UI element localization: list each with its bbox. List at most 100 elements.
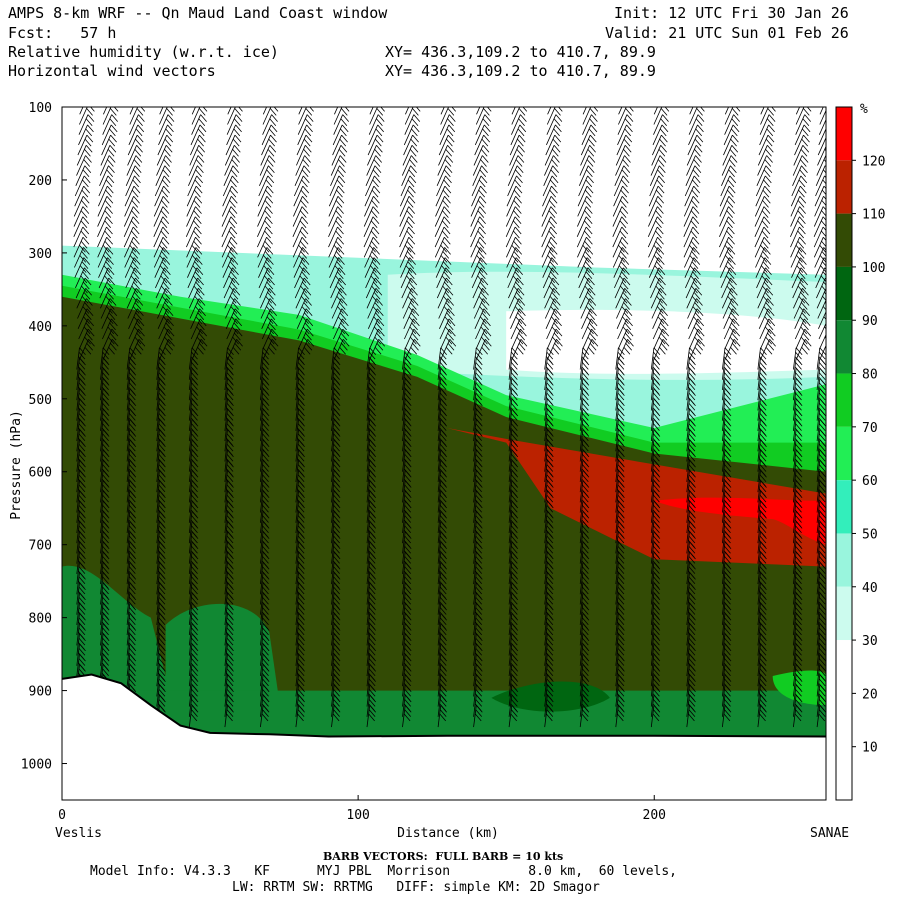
wind-barb-staff xyxy=(686,408,690,431)
wind-barb-flag xyxy=(158,525,166,534)
wind-barb-flag xyxy=(517,288,525,296)
wind-barb-flag xyxy=(300,200,307,208)
wind-barb-flag xyxy=(439,713,447,722)
wind-barb-staff xyxy=(156,623,160,646)
wind-barb-staff xyxy=(76,500,80,523)
wind-barb-flag xyxy=(333,617,340,625)
wind-barb-flag xyxy=(731,145,739,153)
wind-barb-flag xyxy=(795,490,803,498)
wind-barb-flag xyxy=(582,704,590,713)
wind-barb-flag xyxy=(759,678,767,687)
wind-barb-flag xyxy=(517,155,525,163)
wind-barb-flag xyxy=(689,592,696,601)
wind-barb-flag xyxy=(689,490,696,498)
wind-barb-flag xyxy=(167,318,174,327)
wind-barb-staff xyxy=(579,633,584,656)
wind-barb-staff xyxy=(221,196,232,217)
wind-barb-flag xyxy=(797,220,804,229)
wind-barb-flag xyxy=(511,255,519,263)
wind-barb-staff xyxy=(686,603,690,625)
xy-range-1: XY= 436.3,109.2 to 410.7, 89.9 xyxy=(385,43,656,61)
wind-barb-flag xyxy=(587,267,595,276)
wind-barb-flag xyxy=(333,454,340,462)
wind-barb-flag xyxy=(696,332,703,341)
wind-barb-staff xyxy=(76,511,80,534)
wind-barb-flag xyxy=(195,306,202,314)
wind-barb-flag xyxy=(443,226,451,235)
wind-barb-staff xyxy=(366,419,371,442)
wind-barb-staff xyxy=(126,419,131,442)
wind-barb-flag xyxy=(475,413,483,421)
wind-barb-staff xyxy=(437,480,442,503)
wind-barb-staff xyxy=(795,339,806,360)
wind-barb-flag xyxy=(475,515,483,523)
wind-barb-flag xyxy=(510,474,518,482)
wind-barb-flag xyxy=(159,623,166,631)
wind-barb-flag xyxy=(159,521,166,529)
wind-barb-flag xyxy=(767,134,775,143)
wind-barb-flag xyxy=(411,288,418,296)
wind-barb-flag xyxy=(340,145,348,153)
wind-barb-staff xyxy=(332,134,342,156)
wind-barb-flag xyxy=(688,443,696,452)
wind-barb-staff xyxy=(475,318,485,340)
wind-barb-flag xyxy=(439,372,447,380)
wind-barb-flag xyxy=(661,98,667,105)
wind-barb-staff xyxy=(156,388,160,411)
wind-barb-flag xyxy=(78,494,86,503)
wind-barb-flag xyxy=(760,643,767,652)
wind-barb-flag xyxy=(133,185,141,194)
wind-barb-staff xyxy=(650,368,655,391)
wind-barb-flag xyxy=(230,206,238,214)
wind-barb-flag xyxy=(724,607,731,615)
wind-barb-flag xyxy=(404,480,412,488)
wind-barb-flag xyxy=(159,419,166,427)
wind-barb-flag xyxy=(582,653,590,662)
wind-barb-staff xyxy=(652,124,663,146)
wind-barb-flag xyxy=(158,556,166,564)
wind-barb-flag xyxy=(511,419,519,427)
wind-barb-staff xyxy=(757,623,761,646)
wind-barb-flag xyxy=(129,255,137,263)
wind-barb-staff xyxy=(188,643,193,666)
wind-barb-flag xyxy=(199,134,206,143)
wind-barb-flag xyxy=(659,277,666,286)
wind-barb-staff xyxy=(615,449,619,472)
wind-barb-flag xyxy=(229,285,236,294)
wind-barb-flag xyxy=(510,382,518,391)
wind-barb-staff xyxy=(328,247,339,268)
wind-barb-flag xyxy=(688,433,696,442)
wind-barb-flag xyxy=(262,704,270,713)
wind-barb-staff xyxy=(369,107,374,115)
wind-barb-flag xyxy=(264,200,272,208)
wind-barb-flag xyxy=(235,318,243,327)
wind-barb-staff xyxy=(544,694,548,717)
wind-barb-flag xyxy=(760,510,767,519)
wind-barb-flag xyxy=(297,382,305,391)
wind-barb-flag xyxy=(227,398,234,407)
wind-barb-staff xyxy=(757,490,761,513)
wind-barb-flag xyxy=(231,257,239,265)
wind-barb-staff xyxy=(756,165,767,186)
wind-barb-flag xyxy=(129,500,137,509)
wind-barb-flag xyxy=(439,648,447,656)
wind-barb-flag xyxy=(408,206,416,214)
wind-barb-flag xyxy=(661,308,668,316)
wind-barb-flag xyxy=(79,500,86,509)
wind-barb-flag xyxy=(298,439,305,447)
wind-barb-flag xyxy=(165,155,172,163)
wind-barb-flag xyxy=(235,114,243,122)
wind-barb-staff xyxy=(100,298,111,319)
wind-barb-staff xyxy=(366,592,371,615)
wind-barb-staff xyxy=(366,439,371,462)
wind-barb-flag xyxy=(333,596,340,605)
wind-barb-staff xyxy=(472,155,483,176)
wind-barb-flag xyxy=(80,230,88,239)
wind-barb-flag xyxy=(693,247,700,255)
wind-barb-flag xyxy=(369,694,377,703)
wind-barb-flag xyxy=(226,668,234,676)
wind-barb-flag xyxy=(730,165,737,173)
wind-barb-flag xyxy=(518,332,526,341)
wind-barb-staff xyxy=(188,664,193,687)
wind-barb-flag xyxy=(299,210,307,218)
